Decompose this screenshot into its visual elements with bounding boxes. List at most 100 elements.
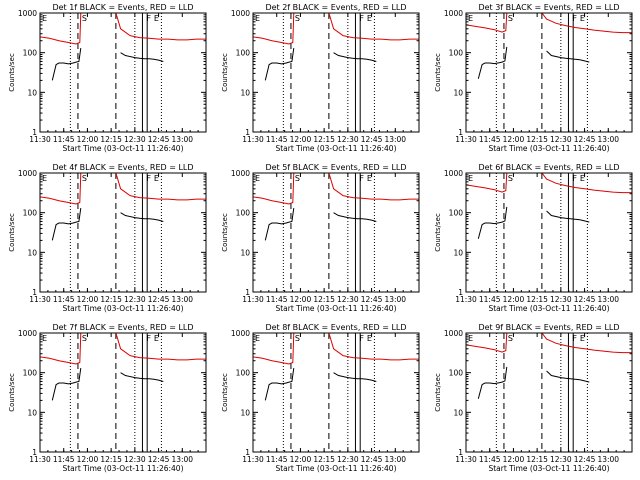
segment-marker-label: S [82, 174, 87, 183]
lld-series-line [115, 333, 206, 361]
events-series-line [120, 212, 164, 222]
x-tick-label: 13:00 [384, 135, 406, 144]
x-tick-label: 12:30 [124, 295, 146, 304]
lld-series-line [40, 173, 82, 205]
segment-marker-label: F [359, 174, 364, 183]
y-axis-label: Counts/sec [221, 213, 229, 252]
x-tick-label: 12:30 [550, 295, 572, 304]
y-tick-label: 10 [240, 248, 250, 257]
events-series-line [51, 208, 82, 241]
segment-marker-label: E [580, 334, 585, 343]
x-tick-label: 12:45 [148, 295, 170, 304]
lld-series-line [466, 333, 508, 353]
y-tick-label: 1 [32, 448, 37, 457]
chart-title: Det 2f BLACK = Events, RED = LLD [265, 3, 406, 12]
y-tick-label: 1000 [18, 9, 37, 18]
segment-marker-label: F [146, 14, 151, 23]
x-tick-label: 11:45 [266, 455, 288, 464]
y-tick-label: 1000 [231, 329, 250, 338]
x-tick-label: 12:00 [77, 295, 99, 304]
y-tick-label: 10 [27, 408, 37, 417]
plot-frame [39, 12, 207, 133]
y-tick-label: 10 [27, 88, 37, 97]
x-axis-label: Start Time (03-Oct-11 11:26:40) [488, 144, 609, 153]
x-axis-label: Start Time (03-Oct-11 11:26:40) [62, 304, 183, 313]
detector-panel-4: Det 4f BLACK = Events, RED = LLD E S F E 11:3… [0, 160, 213, 320]
segment-marker-label: E [42, 174, 47, 183]
segment-marker-label: E [468, 334, 473, 343]
x-tick-label: 12:45 [361, 135, 383, 144]
y-tick-label: 100 [449, 49, 464, 58]
x-tick-label: 11:45 [479, 455, 501, 464]
chart-title: Det 6f BLACK = Events, RED = LLD [478, 163, 619, 172]
segment-marker-label: E [42, 14, 47, 23]
x-tick-label: 11:45 [53, 455, 75, 464]
segment-marker-label: E [367, 174, 372, 183]
y-tick-label: 1000 [444, 169, 463, 178]
x-tick-label: 12:30 [337, 295, 359, 304]
y-tick-label: 100 [23, 209, 38, 218]
events-series-line [51, 48, 82, 81]
segment-marker-label: E [367, 334, 372, 343]
y-tick-label: 1000 [231, 9, 250, 18]
x-tick-label: 11:45 [53, 135, 75, 144]
y-tick-label: 100 [23, 369, 38, 378]
lld-series-line [115, 173, 206, 201]
y-tick-label: 10 [240, 408, 250, 417]
x-tick-label: 13:00 [597, 295, 619, 304]
x-axis-label: Start Time (03-Oct-11 11:26:40) [488, 464, 609, 473]
events-series-line [264, 208, 295, 241]
segment-marker-label: E [367, 14, 372, 23]
x-tick-label: 13:00 [171, 295, 193, 304]
chart-title: Det 4f BLACK = Events, RED = LLD [52, 163, 193, 172]
x-axis-label: Start Time (03-Oct-11 11:26:40) [488, 304, 609, 313]
detector-panel-5: Det 5f BLACK = Events, RED = LLD E S F E 11:3… [213, 160, 426, 320]
x-tick-label: 13:00 [384, 295, 406, 304]
y-tick-label: 10 [453, 248, 463, 257]
x-tick-label: 12:30 [124, 455, 146, 464]
lld-series-line [253, 13, 295, 45]
x-tick-label: 12:45 [148, 135, 170, 144]
lld-series-line [541, 333, 632, 354]
x-tick-label: 12:15 [526, 135, 548, 144]
lld-series-line [253, 173, 295, 205]
x-tick-label: 12:30 [550, 135, 572, 144]
segment-marker-label: F [359, 334, 364, 343]
chart-title: Det 5f BLACK = Events, RED = LLD [265, 163, 406, 172]
y-axis-label: Counts/sec [8, 373, 16, 412]
segment-marker-label: E [468, 174, 473, 183]
lld-series-line [328, 13, 419, 41]
x-tick-label: 12:15 [526, 455, 548, 464]
x-tick-label: 12:00 [290, 135, 312, 144]
y-axis-label: Counts/sec [434, 373, 442, 412]
events-series-line [264, 368, 295, 401]
x-tick-label: 11:45 [479, 295, 501, 304]
x-tick-label: 11:45 [266, 295, 288, 304]
x-tick-label: 12:45 [574, 295, 596, 304]
x-tick-label: 11:30 [455, 295, 477, 304]
lld-series-line [541, 13, 632, 34]
x-tick-label: 12:15 [100, 135, 122, 144]
events-series-line [51, 368, 82, 401]
x-tick-label: 11:45 [266, 135, 288, 144]
segment-marker-label: S [295, 174, 300, 183]
events-series-line [546, 210, 590, 223]
x-tick-label: 12:00 [290, 295, 312, 304]
plot-frame [465, 332, 633, 453]
events-series-line [546, 370, 590, 383]
segment-marker-label: F [146, 174, 151, 183]
y-tick-label: 100 [23, 49, 38, 58]
detector-panel-8: Det 8f BLACK = Events, RED = LLD E S F E 11:3… [213, 320, 426, 480]
y-tick-label: 10 [453, 408, 463, 417]
segment-marker-label: S [295, 14, 300, 23]
x-axis-label: Start Time (03-Oct-11 11:26:40) [275, 144, 396, 153]
segment-marker-label: S [508, 174, 513, 183]
x-tick-label: 12:15 [313, 295, 335, 304]
x-tick-label: 12:00 [503, 135, 525, 144]
segment-marker-label: E [255, 174, 260, 183]
segment-marker-label: E [255, 334, 260, 343]
x-tick-label: 12:00 [503, 295, 525, 304]
plot-frame [252, 12, 420, 133]
